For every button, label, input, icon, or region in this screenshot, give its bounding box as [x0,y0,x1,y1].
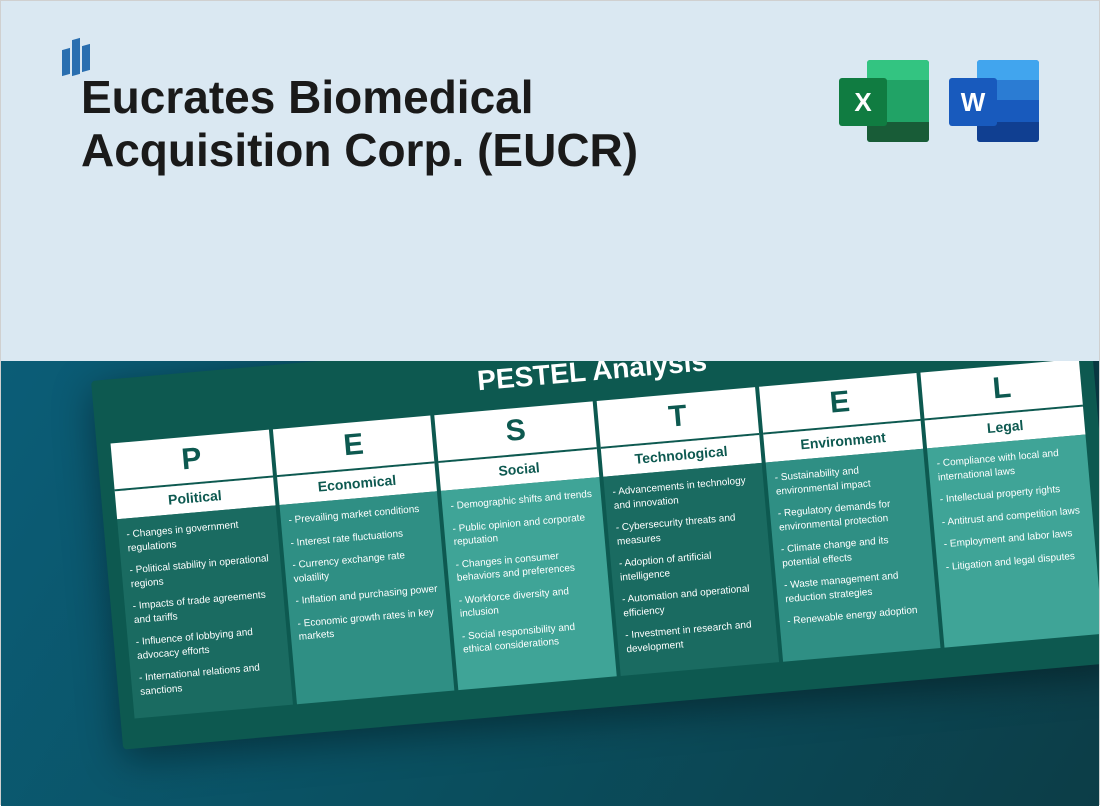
pestel-column-technological: TTechnological- Advancements in technolo… [597,387,779,676]
pestel-item: - Cybersecurity threats and measures [615,509,759,548]
pestel-item: - Employment and labor laws [943,526,1086,552]
pestel-item: - Impacts of trade agreements and tariff… [132,588,276,627]
pestel-item: - Intellectual property rights [939,481,1082,507]
pestel-item: - Investment in research and development [625,617,769,656]
pestel-item: - Social responsibility and ethical cons… [461,618,605,657]
word-letter: W [949,78,997,126]
pestel-item: - International relations and sanctions [139,660,283,699]
pestel-item: - Renewable energy adoption [787,603,930,629]
pestel-item: - Sustainability and environmental impac… [774,459,918,498]
content-section: PESTEL Analysis PPolitical- Changes in g… [1,361,1099,806]
pestel-item: - Regulatory demands for environmental p… [777,495,921,534]
page-title: Eucrates Biomedical Acquisition Corp. (E… [81,71,701,177]
pestel-item: - Public opinion and corporate reputatio… [452,510,596,549]
brand-logo-icon [56,31,96,81]
pestel-column-economical: EEconomical- Prevailing market condition… [273,416,455,705]
pestel-item: - Litigation and legal disputes [945,548,1088,574]
pestel-item: - Workforce diversity and inclusion [458,582,602,621]
excel-letter: X [839,78,887,126]
pestel-item: - Automation and operational efficiency [622,581,766,620]
pestel-body: - Advancements in technology and innovat… [603,463,778,676]
pestel-body: - Changes in government regulations- Pol… [117,505,292,718]
header-section: Eucrates Biomedical Acquisition Corp. (E… [1,1,1099,361]
pestel-body: - Compliance with local and internationa… [927,435,1099,648]
pestel-item: - Interest rate fluctuations [290,524,433,550]
pestel-item: - Political stability in operational reg… [129,552,273,591]
pestel-column-political: PPolitical- Changes in government regula… [111,430,293,719]
pestel-item: - Changes in government regulations [126,516,270,555]
pestel-item: - Changes in consumer behaviors and pref… [455,546,599,585]
pestel-item: - Prevailing market conditions [288,502,431,528]
word-icon[interactable]: W [949,56,1039,146]
file-icons-group: X W [839,56,1039,146]
pestel-item: - Currency exchange rate volatility [292,547,436,586]
pestel-item: - Compliance with local and internationa… [936,445,1080,484]
pestel-item: - Advancements in technology and innovat… [612,474,756,513]
pestel-column-legal: LLegal- Compliance with local and intern… [921,361,1099,648]
pestel-column-social: SSocial- Demographic shifts and trends- … [435,401,617,690]
pestel-item: - Inflation and purchasing power [295,583,438,609]
pestel-item: - Waste management and reduction strateg… [784,567,928,606]
excel-icon[interactable]: X [839,56,929,146]
pestel-column-environment: EEnvironment- Sustainability and environ… [759,373,941,662]
pestel-body: - Sustainability and environmental impac… [765,449,940,662]
pestel-item: - Demographic shifts and trends [450,488,593,514]
pestel-body: - Prevailing market conditions- Interest… [279,491,454,704]
pestel-item: - Economic growth rates in key markets [297,605,441,644]
pestel-item: - Climate change and its potential effec… [780,531,924,570]
pestel-item: - Antitrust and competition laws [941,503,1084,529]
pestel-item: - Influence of lobbying and advocacy eff… [135,624,279,663]
pestel-body: - Demographic shifts and trends- Public … [441,477,616,690]
pestel-item: - Adoption of artificial intelligence [618,545,762,584]
pestel-card: PESTEL Analysis PPolitical- Changes in g… [91,361,1099,750]
